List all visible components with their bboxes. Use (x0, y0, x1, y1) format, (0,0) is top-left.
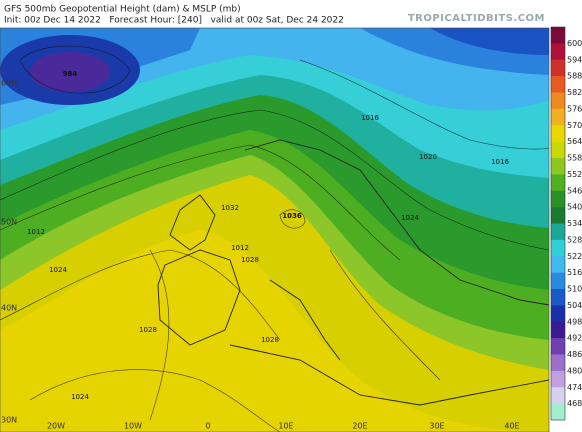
map-fill (0, 28, 549, 432)
colorbar-segment (551, 387, 565, 404)
colorbar-label: 486 (567, 350, 582, 359)
pressure-label: 1032 (221, 204, 239, 212)
colorbar-segment (551, 239, 565, 257)
longitude-label: 20E (352, 422, 367, 431)
pressure-label: 984 (63, 70, 78, 78)
colorbar-label: 480 (567, 366, 582, 375)
latitude-label: 30N (1, 416, 17, 425)
colorbar-segment (551, 207, 565, 224)
latitude-label: 60N (1, 79, 17, 88)
colorbar-label: 564 (567, 137, 582, 146)
colorbar-label: 522 (567, 252, 582, 261)
colorbar-segment (551, 141, 565, 159)
colorbar-segment (551, 272, 565, 290)
pressure-label: 1024 (401, 214, 419, 222)
pressure-label: 1012 (27, 228, 45, 236)
colorbar-label: 468 (567, 399, 582, 408)
colorbar-label: 558 (567, 154, 582, 163)
pressure-label: 1012 (231, 244, 249, 252)
colorbar-segment (551, 59, 565, 77)
pressure-label: 1016 (361, 114, 379, 122)
map-subtitle: Init: 00z Dec 14 2022 Forecast Hour: [24… (4, 16, 344, 26)
colorbar-segment (551, 256, 565, 273)
colorbar-label: 576 (567, 104, 582, 113)
pressure-label: 1020 (419, 153, 437, 161)
longitude-label: 20W (47, 422, 65, 431)
longitude-label: 30E (429, 422, 444, 431)
colorbar-label: 570 (567, 121, 582, 130)
latitude-label: 50N (1, 218, 17, 227)
colorbar-label: 510 (567, 285, 582, 294)
latitude-label: 40N (1, 304, 17, 313)
colorbar-segment (551, 370, 565, 388)
longitude-label: 10W (124, 422, 142, 431)
colorbar-label: 552 (567, 170, 582, 179)
pressure-label: 1028 (241, 256, 259, 264)
colorbar-segment (551, 338, 565, 355)
pressure-label: 1024 (49, 266, 67, 274)
pressure-label: 1036 (282, 212, 302, 220)
colorbar-label: 504 (567, 301, 582, 310)
pressure-label: 1024 (71, 393, 89, 401)
colorbar-segment (551, 158, 565, 175)
colorbar-segment (551, 190, 565, 208)
colorbar-label: 474 (567, 383, 582, 392)
colorbar-segment (551, 174, 565, 192)
longitude-label: 40E (504, 422, 519, 431)
colorbar-frame (550, 26, 566, 421)
colorbar-segment (551, 305, 565, 323)
colorbar-label: 546 (567, 186, 582, 195)
colorbar-segment (551, 43, 565, 61)
colorbar-label: 594 (567, 55, 582, 64)
colorbar-label: 588 (567, 72, 582, 81)
colorbar-label: 600 (567, 39, 582, 48)
colorbar-segment (551, 92, 565, 110)
colorbar-segment (551, 108, 565, 126)
colorbar-segment (551, 289, 565, 306)
colorbar-label: 516 (567, 268, 582, 277)
pressure-label: 1028 (261, 336, 279, 344)
colorbar-segment (551, 27, 565, 44)
colorbar-segment (551, 403, 565, 421)
colorbar-label: 582 (567, 88, 582, 97)
pressure-label: 1016 (491, 158, 509, 166)
colorbar-label: 492 (567, 334, 582, 343)
map-frame (0, 27, 550, 432)
colorbar-label: 534 (567, 219, 582, 228)
colorbar-segment (551, 223, 565, 241)
colorbar-label: 498 (567, 317, 582, 326)
colorbar-segment (551, 354, 565, 372)
pressure-label: 1028 (139, 326, 157, 334)
longitude-label: 0 (205, 422, 210, 431)
longitude-label: 10E (278, 422, 293, 431)
colorbar-segment (551, 125, 565, 142)
site-brand: TROPICALTIDBITS.COM (408, 13, 545, 24)
colorbar-label: 528 (567, 235, 582, 244)
colorbar-segment (551, 321, 565, 339)
colorbar-label: 540 (567, 203, 582, 212)
map-title: GFS 500mb Geopotential Height (dam) & MS… (4, 5, 241, 15)
colorbar-segment (551, 76, 565, 93)
